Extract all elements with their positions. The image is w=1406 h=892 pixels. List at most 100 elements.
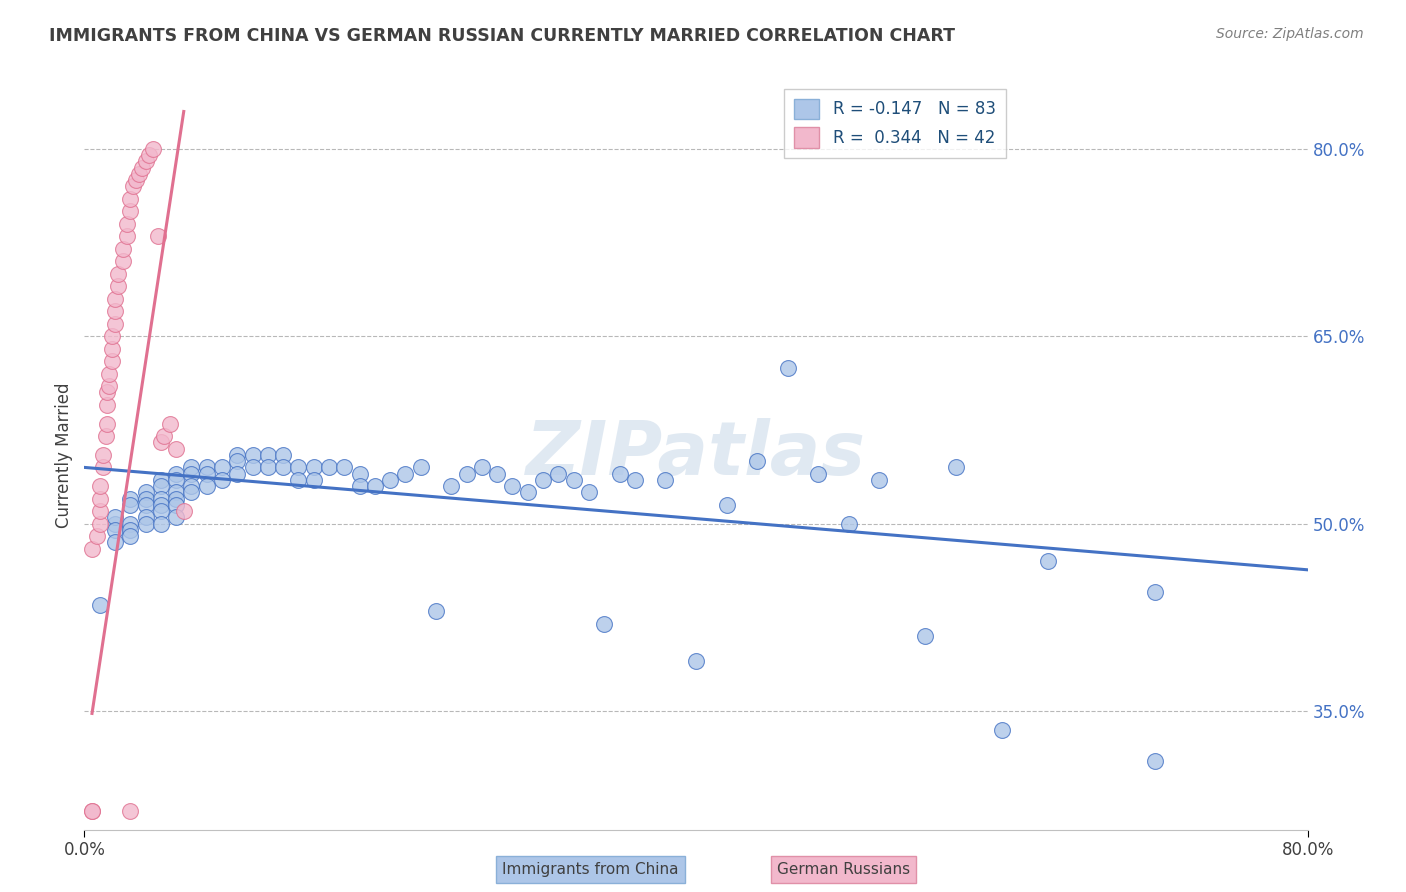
Legend: R = -0.147   N = 83, R =  0.344   N = 42: R = -0.147 N = 83, R = 0.344 N = 42 [785, 88, 1005, 158]
Point [131, 161, 153, 175]
Point [120, 192, 142, 206]
Point [394, 467, 416, 481]
Point [364, 479, 387, 493]
Point [654, 473, 676, 487]
Point [89, 491, 111, 506]
Point [333, 460, 356, 475]
Point [440, 479, 463, 493]
Point [149, 498, 172, 512]
Text: German Russians: German Russians [778, 863, 910, 877]
Point [287, 473, 309, 487]
Point [80, 541, 103, 556]
Point [807, 467, 830, 481]
Point [271, 460, 294, 475]
Point [91, 460, 114, 475]
Point [107, 267, 129, 281]
Point [120, 204, 142, 219]
Point [425, 604, 447, 618]
Point [349, 467, 371, 481]
Text: Source: ZipAtlas.com: Source: ZipAtlas.com [1216, 27, 1364, 41]
Point [593, 616, 616, 631]
Point [96, 398, 118, 412]
Point [115, 229, 138, 244]
Point [120, 498, 142, 512]
Point [104, 535, 127, 549]
Point [80, 804, 103, 818]
Point [120, 804, 142, 818]
Point [128, 167, 150, 181]
Text: ZIPatlas: ZIPatlas [526, 418, 866, 491]
Point [242, 460, 264, 475]
Point [471, 460, 494, 475]
Point [776, 360, 799, 375]
Point [122, 179, 145, 194]
Point [302, 460, 325, 475]
Point [716, 498, 738, 512]
Point [149, 435, 172, 450]
Point [138, 148, 160, 162]
Point [89, 598, 111, 612]
Point [349, 479, 371, 493]
Point [149, 516, 172, 531]
Point [107, 279, 129, 293]
Point [211, 460, 233, 475]
Point [226, 454, 249, 468]
Point [135, 516, 157, 531]
Point [104, 523, 127, 537]
Point [101, 342, 124, 356]
Point [97, 379, 120, 393]
Point [624, 473, 647, 487]
Point [165, 485, 187, 500]
Point [195, 479, 218, 493]
Point [135, 510, 157, 524]
Point [531, 473, 554, 487]
Point [409, 460, 432, 475]
Point [914, 629, 936, 643]
Point [165, 498, 187, 512]
Point [226, 448, 249, 462]
Point [287, 460, 309, 475]
Point [502, 479, 524, 493]
Point [149, 491, 172, 506]
Point [115, 217, 138, 231]
Point [89, 479, 111, 493]
Point [104, 510, 127, 524]
Point [104, 516, 127, 531]
Point [180, 479, 202, 493]
Point [869, 473, 891, 487]
Point [173, 504, 195, 518]
Point [96, 385, 118, 400]
Point [94, 429, 117, 443]
Point [165, 510, 187, 524]
Point [149, 504, 172, 518]
Point [101, 329, 124, 343]
Point [226, 467, 249, 481]
Point [271, 448, 294, 462]
Point [302, 473, 325, 487]
Point [120, 491, 142, 506]
Point [242, 448, 264, 462]
Point [104, 292, 127, 306]
Point [86, 529, 108, 543]
Point [165, 442, 187, 456]
Point [120, 516, 142, 531]
Point [135, 491, 157, 506]
Point [991, 723, 1014, 737]
Point [120, 529, 142, 543]
Point [180, 485, 202, 500]
Point [146, 229, 169, 244]
Point [142, 142, 165, 156]
Point [1143, 754, 1166, 768]
Point [747, 454, 769, 468]
Y-axis label: Currently Married: Currently Married [55, 382, 73, 528]
Point [80, 804, 103, 818]
Point [195, 460, 218, 475]
Point [135, 485, 157, 500]
Point [180, 460, 202, 475]
Point [89, 516, 111, 531]
Text: Immigrants from China: Immigrants from China [502, 863, 679, 877]
Point [180, 467, 202, 481]
Point [1036, 554, 1059, 568]
Point [609, 467, 631, 481]
Point [104, 304, 127, 318]
